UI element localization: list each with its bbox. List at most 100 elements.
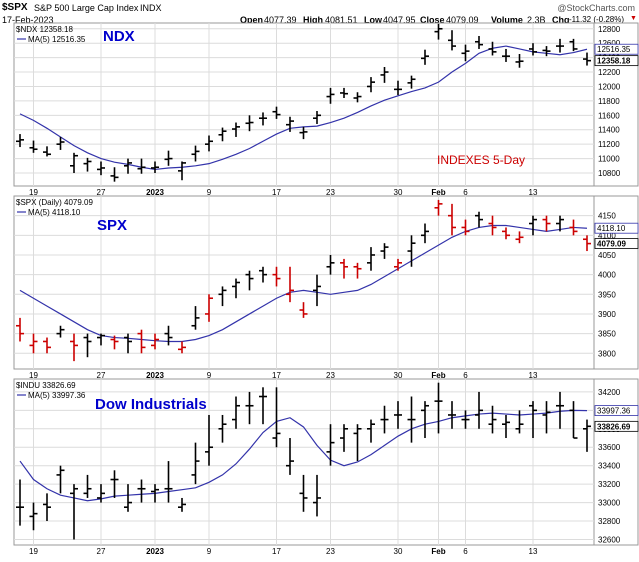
y-tick-label: 34200 <box>598 388 621 397</box>
volume-value: 2.3B <box>527 15 546 25</box>
ma-price-tag-text: 33997.36 <box>597 407 631 416</box>
ohlc-bar <box>259 112 267 126</box>
y-tick-label: 3800 <box>598 349 616 358</box>
close-price-tag <box>594 55 639 67</box>
y-tick-label: 3900 <box>598 310 616 319</box>
ohlc-bar <box>461 219 470 236</box>
ohlc-bar <box>569 219 578 236</box>
x-tick-label: 6 <box>463 547 468 556</box>
x-tick-label: Feb <box>431 188 445 197</box>
x-tick-label: 6 <box>463 371 468 380</box>
ohlc-bar <box>245 270 254 291</box>
ma-price-tag <box>594 43 639 55</box>
ohlc-bar <box>421 401 429 439</box>
y-tick-label: 11600 <box>598 111 620 120</box>
y-tick-label: 33600 <box>598 443 621 452</box>
ohlc-bar <box>124 333 132 354</box>
ohlc-bar <box>353 92 362 103</box>
ohlc-bar <box>353 262 362 279</box>
ohlc-bar <box>124 158 132 174</box>
ohlc-bar <box>529 43 537 56</box>
close-price-tag <box>594 420 639 432</box>
x-tick-label: 17 <box>272 188 281 197</box>
ohlc-bar <box>16 134 24 148</box>
x-tick-label: 13 <box>529 371 538 380</box>
panel-1: 10800 11000 11200 11400 11600 11800 12000 12200… <box>13 22 639 197</box>
y-tick-label: 4050 <box>598 251 616 260</box>
ohlc-bar <box>245 115 254 132</box>
ohlc-bar <box>407 235 416 267</box>
ohlc-bar <box>232 278 240 299</box>
ohlc-bar <box>367 419 375 443</box>
ohlc-bar <box>137 158 146 174</box>
high-value: 4081.51 <box>325 15 358 25</box>
close-price-tag-text: 12358.18 <box>597 57 631 66</box>
ohlc-bar <box>70 152 78 174</box>
ohlc-bar <box>29 333 38 354</box>
legend-ma: MA(5) 33997.36 <box>28 391 86 400</box>
ohlc-bar <box>299 474 308 512</box>
ohlc-bar <box>83 474 92 498</box>
ohlc-bar <box>340 87 348 99</box>
ohlc-bar <box>326 87 335 104</box>
volume-label: Volume <box>491 15 523 25</box>
ohlc-bar <box>151 484 159 503</box>
exchange: INDX <box>140 3 162 13</box>
ohlc-bar <box>583 52 591 66</box>
panel-annotation: NDX <box>103 28 135 45</box>
y-tick-label: 10800 <box>598 169 621 178</box>
y-tick-label: 12600 <box>598 39 621 48</box>
y-tick-label: 11800 <box>598 97 620 106</box>
ohlc-bar <box>124 484 132 512</box>
ohlc-bar <box>502 227 510 240</box>
ohlc-bar <box>272 387 281 448</box>
ohlc-bar <box>151 161 159 174</box>
ohlc-bar <box>56 136 65 150</box>
ohlc-bar <box>178 497 186 512</box>
ohlc-bar <box>70 333 78 362</box>
x-tick-label: 27 <box>97 188 106 197</box>
low-label: Low <box>364 15 382 25</box>
ohlc-bar <box>326 254 335 275</box>
ohlc-bar <box>556 391 564 429</box>
y-tick-label: 4150 <box>598 212 616 221</box>
y-tick-label: 11200 <box>598 140 620 149</box>
ohlc-bar <box>394 258 402 271</box>
close-label: Close <box>420 15 445 25</box>
ohlc-bar <box>164 461 173 503</box>
panel-2: 3800 3850 3900 3950 4000 4050 4100 4150 4118.10 4… <box>13 195 639 380</box>
ohlc-bar <box>29 140 38 153</box>
legend-ma: MA(5) 4118.10 <box>28 208 81 217</box>
ohlc-bar <box>29 502 38 531</box>
ohlc-bar <box>232 396 240 429</box>
chart-date: 17-Feb-2023 <box>2 15 54 25</box>
ohlc-bar <box>515 410 524 434</box>
x-tick-label: Feb <box>431 547 445 556</box>
x-tick-label: 19 <box>29 371 38 380</box>
ohlc-bar <box>448 30 456 51</box>
x-tick-label: 17 <box>272 371 281 380</box>
x-tick-label: 23 <box>326 371 335 380</box>
ohlc-bar <box>475 211 483 228</box>
ohlc-bar <box>380 243 389 259</box>
ohlc-bar <box>70 484 78 540</box>
y-tick-label: 12800 <box>598 25 621 34</box>
ohlc-bar <box>488 405 497 434</box>
ohlc-bar <box>556 38 564 53</box>
ohlc-bar <box>583 235 591 252</box>
ohlc-bar <box>475 35 483 49</box>
ohlc-bar <box>367 77 375 93</box>
ohlc-bar <box>434 199 443 216</box>
ohlc-bar <box>299 302 308 318</box>
ohlc-bar <box>529 215 537 236</box>
ohlc-bar <box>488 215 497 236</box>
y-tick-label: 3950 <box>598 290 616 299</box>
ohlc-bar <box>164 325 173 346</box>
ohlc-bar <box>259 266 267 283</box>
ohlc-bar <box>218 414 227 443</box>
ohlc-bar <box>286 438 294 475</box>
ohlc-bar <box>313 474 321 517</box>
ohlc-bar <box>151 333 159 350</box>
x-tick-label: 27 <box>97 371 106 380</box>
ohlc-bar <box>97 161 105 176</box>
